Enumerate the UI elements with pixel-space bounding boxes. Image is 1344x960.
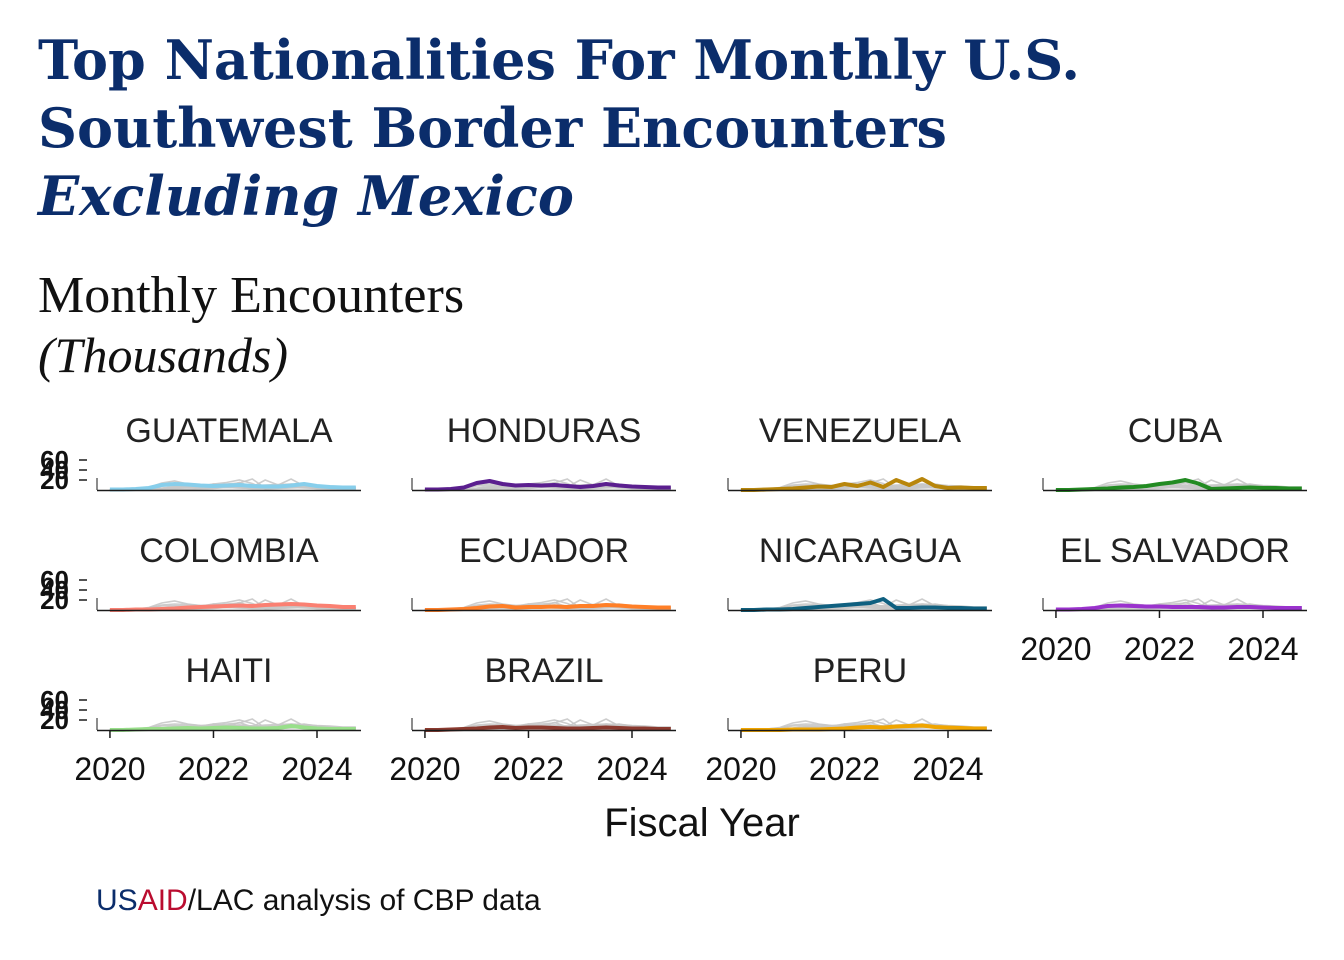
series-line-cuba: [1055, 478, 1302, 492]
series-line-el-salvador: [1055, 603, 1302, 612]
x-tick-label-el-salvador-2024: 2024: [1227, 631, 1298, 667]
x-tick-label-el-salvador-2020: 2020: [1020, 631, 1091, 667]
y-tick-label-colombia-60: 60: [40, 565, 69, 595]
x-tick-label-brazil-2020: 2020: [389, 751, 460, 787]
title-line-1: Top Nationalities For Monthly U.S.: [38, 28, 1081, 92]
series-line-guatemala: [109, 482, 356, 492]
panel-title-brazil: BRAZIL: [484, 652, 603, 690]
series-line-nicaragua: [740, 597, 987, 612]
panel-title-ecuador: ECUADOR: [459, 532, 629, 570]
series-line-honduras: [424, 479, 671, 492]
x-tick-label-haiti-2020: 2020: [74, 751, 145, 787]
y-tick-label-guatemala-20: 20: [40, 465, 69, 495]
source-caption: USAID/LAC analysis of CBP data: [96, 884, 541, 918]
panel-title-colombia: COLOMBIA: [139, 532, 319, 570]
chart-title: Top Nationalities For Monthly U.S. South…: [38, 26, 1080, 230]
x-tick-label-el-salvador-2022: 2022: [1124, 631, 1195, 667]
caption-rest: /LAC analysis of CBP data: [187, 884, 541, 917]
caption-us: US: [96, 884, 138, 917]
x-tick-label-peru-2024: 2024: [912, 751, 983, 787]
y-tick-label-guatemala-40: 40: [40, 455, 69, 485]
x-tick-label-peru-2020: 2020: [705, 751, 776, 787]
y-tick-label-haiti-40: 40: [40, 695, 69, 725]
y-tick-label-guatemala-60: 60: [40, 445, 69, 475]
y-tick-label-haiti-60: 60: [40, 685, 69, 715]
y-tick-label-colombia-40: 40: [40, 575, 69, 605]
y-axis-title-line-1: Monthly Encounters: [38, 267, 465, 324]
series-line-ecuador: [424, 603, 671, 612]
series-line-colombia: [109, 602, 356, 612]
x-tick-label-brazil-2022: 2022: [493, 751, 564, 787]
caption-aid: AID: [137, 884, 188, 917]
x-tick-label-brazil-2024: 2024: [596, 751, 667, 787]
series-line-venezuela: [740, 477, 987, 492]
y-tick-label-colombia-20: 20: [40, 585, 69, 615]
series-line-brazil: [424, 725, 671, 732]
title-line-3: Excluding Mexico: [38, 164, 574, 228]
panel-title-nicaragua: NICARAGUA: [759, 532, 961, 570]
x-axis-label: Fiscal Year: [604, 801, 800, 845]
panel-title-honduras: HONDURAS: [447, 412, 642, 450]
panel-title-haiti: HAITI: [186, 652, 273, 690]
panel-title-peru: PERU: [813, 652, 907, 690]
panel-title-guatemala: GUATEMALA: [125, 412, 333, 450]
x-tick-label-haiti-2022: 2022: [178, 751, 249, 787]
x-tick-label-haiti-2024: 2024: [281, 751, 352, 787]
y-tick-label-haiti-20: 20: [40, 705, 69, 735]
panel-title-venezuela: VENEZUELA: [759, 412, 961, 450]
title-line-2: Southwest Border Encounters: [38, 96, 947, 160]
series-line-haiti: [109, 724, 356, 732]
y-axis-title-line-2: (Thousands): [38, 327, 289, 383]
y-axis-title: Monthly Encounters (Thousands): [38, 266, 464, 384]
x-tick-label-peru-2022: 2022: [809, 751, 880, 787]
panel-title-cuba: CUBA: [1128, 412, 1223, 450]
panel-title-el-salvador: EL SALVADOR: [1060, 532, 1290, 570]
